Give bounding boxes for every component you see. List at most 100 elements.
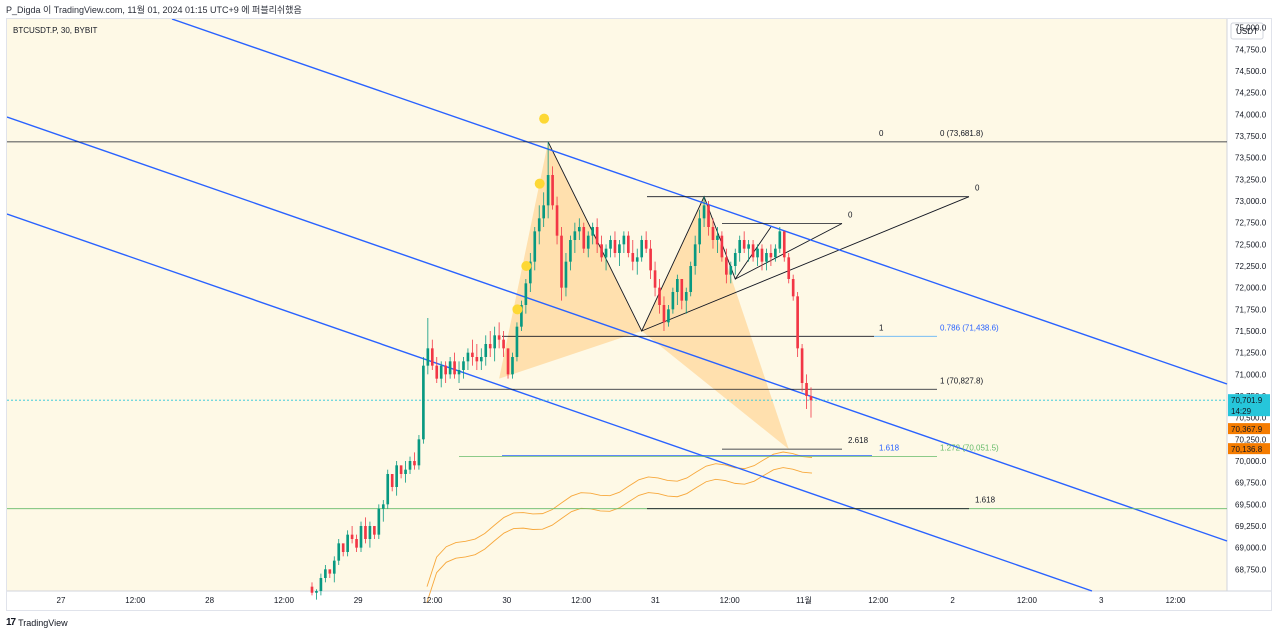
price-tick-label: 73,000.0 bbox=[1235, 197, 1267, 206]
candle-body bbox=[422, 365, 425, 440]
candle-body bbox=[564, 261, 568, 288]
candle-body bbox=[310, 586, 314, 593]
candle-body bbox=[408, 461, 412, 470]
candle-body bbox=[787, 257, 791, 279]
price-tick-label: 74,000.0 bbox=[1235, 110, 1267, 119]
candle-body bbox=[475, 357, 479, 362]
candle-body bbox=[337, 543, 341, 561]
candle-body bbox=[551, 175, 554, 206]
descending-channel-line bbox=[171, 18, 1228, 385]
chart-frame[interactable]: BTCUSDT.P, 30, BYBIT USDT 0 0 (73,681.8) 1… bbox=[6, 18, 1272, 611]
price-tick-label: 69,750.0 bbox=[1235, 479, 1267, 488]
publish-line: P_Digda 이 TradingView.com, 11월 01, 2024 … bbox=[6, 5, 302, 15]
candle-body bbox=[693, 244, 697, 266]
candle-body bbox=[502, 339, 505, 349]
candle-body bbox=[747, 244, 750, 249]
candle-body bbox=[778, 231, 782, 249]
fib-1-label: 1 bbox=[879, 323, 884, 332]
candle-body bbox=[479, 357, 483, 362]
price-tick-label: 71,250.0 bbox=[1235, 349, 1267, 358]
candle-body bbox=[533, 231, 537, 262]
footer-bar: 17 TradingView bbox=[0, 611, 1280, 634]
candle-body bbox=[684, 292, 688, 301]
price-tick-label: 70,250.0 bbox=[1235, 435, 1267, 444]
candle-body bbox=[765, 253, 768, 262]
candle-body bbox=[725, 257, 728, 275]
channel-lines-layer[interactable] bbox=[6, 18, 1228, 592]
fib-0786-label: 0.786 (71,438.6) bbox=[940, 323, 999, 332]
price-tick-label: 69,500.0 bbox=[1235, 500, 1267, 509]
horizontal-levels-layer[interactable] bbox=[7, 141, 1227, 510]
candle-body bbox=[328, 569, 332, 574]
candle-body bbox=[600, 244, 603, 258]
triangle-upper-trendline bbox=[641, 196, 970, 332]
price-axis[interactable] bbox=[1227, 19, 1271, 591]
candle-body bbox=[524, 283, 528, 305]
candle-body bbox=[386, 474, 390, 505]
candle-body bbox=[315, 591, 318, 593]
candle-body bbox=[742, 240, 746, 249]
time-tick-label: 27 bbox=[57, 596, 66, 605]
fib-0-label: 0 bbox=[879, 129, 884, 138]
time-tick-label: 12:00 bbox=[422, 596, 443, 605]
candle-body bbox=[738, 240, 742, 253]
pattern-point-marker bbox=[512, 304, 523, 315]
price-tick-label: 72,000.0 bbox=[1235, 284, 1267, 293]
price-tick-label: 69,000.0 bbox=[1235, 544, 1267, 553]
price-tick-label: 72,500.0 bbox=[1235, 240, 1267, 249]
price-tick-label: 69,250.0 bbox=[1235, 522, 1267, 531]
candle-body bbox=[395, 465, 398, 487]
candle-body bbox=[520, 305, 523, 327]
indicator-ribbon-layer bbox=[426, 451, 813, 603]
pattern-point-marker bbox=[521, 261, 532, 271]
fib-0-price-label: 0 (73,681.8) bbox=[940, 129, 983, 138]
upper-level-0-label: 0 bbox=[975, 184, 980, 193]
candle-body bbox=[511, 357, 514, 375]
candle-body bbox=[546, 175, 550, 206]
symbol-label: BTCUSDT.P, 30, BYBIT bbox=[13, 26, 97, 35]
candle-body bbox=[658, 287, 661, 305]
candle-body bbox=[733, 253, 737, 266]
price-badges-layer: 70,701.9 14:29 70,367.9 70,136.8 bbox=[1228, 394, 1270, 455]
time-tick-label: 29 bbox=[354, 596, 363, 605]
candle-body bbox=[381, 504, 385, 509]
marked-price-badge-1 bbox=[1228, 423, 1270, 435]
candles-layer bbox=[310, 141, 813, 600]
candle-body bbox=[618, 244, 621, 253]
candle-body bbox=[631, 253, 635, 262]
marked-price-badge-2-text: 70,136.8 bbox=[1231, 445, 1263, 454]
candle-body bbox=[569, 240, 572, 262]
candle-body bbox=[791, 279, 795, 297]
candle-body bbox=[676, 279, 679, 292]
time-tick-label: 31 bbox=[651, 596, 660, 605]
candle-body bbox=[680, 279, 684, 301]
candle-body bbox=[729, 266, 733, 275]
time-tick-label: 11월 bbox=[796, 595, 812, 605]
candle-body bbox=[373, 526, 376, 535]
candle-body bbox=[488, 344, 492, 349]
candle-body bbox=[493, 335, 496, 349]
candle-body bbox=[698, 218, 701, 245]
candle-body bbox=[751, 244, 755, 258]
candle-body bbox=[506, 348, 510, 375]
candle-body bbox=[319, 578, 323, 591]
candle-body bbox=[332, 560, 336, 574]
marked-price-badge-2 bbox=[1228, 443, 1270, 455]
last-price-badge-countdown: 14:29 bbox=[1231, 407, 1252, 416]
pattern-point-marker bbox=[534, 178, 545, 189]
publish-header: P_Digda 이 TradingView.com, 11월 01, 2024 … bbox=[0, 0, 1280, 18]
candle-body bbox=[627, 235, 630, 253]
price-tick-label: 74,500.0 bbox=[1235, 67, 1267, 76]
candle-body bbox=[609, 240, 612, 249]
last-price-badge-text: 70,701.9 bbox=[1231, 396, 1263, 405]
candle-body bbox=[613, 240, 617, 253]
candle-body bbox=[774, 248, 777, 258]
candle-body bbox=[453, 361, 456, 375]
tradingview-logo[interactable]: 17 TradingView bbox=[6, 617, 68, 628]
candle-body bbox=[756, 248, 759, 258]
candle-body bbox=[720, 235, 724, 258]
price-chart[interactable]: BTCUSDT.P, 30, BYBIT USDT 0 0 (73,681.8) 1… bbox=[6, 18, 1271, 610]
candle-body bbox=[404, 469, 407, 474]
candle-body bbox=[662, 305, 666, 323]
currency-badge[interactable] bbox=[1230, 22, 1264, 40]
